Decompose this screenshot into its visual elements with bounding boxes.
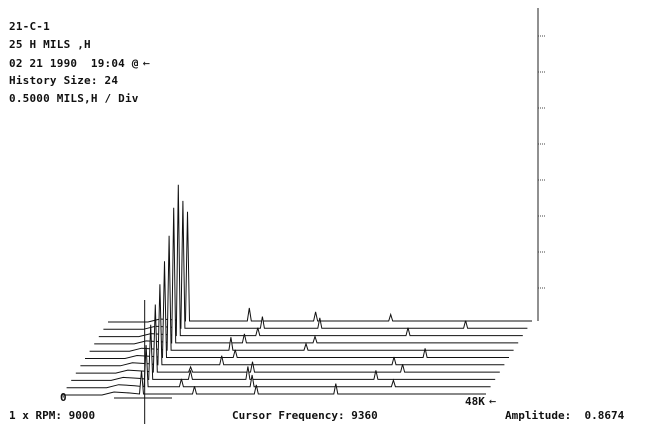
timestamp-marker-arrow-icon: ← [142,56,151,70]
spectrum-trace [62,370,486,396]
cursor-frequency-readout: Cursor Frequency: 9360 [232,409,378,422]
measurement-point: 25 H MILS ,H [9,38,91,51]
x-tick-end-label: 48K [465,395,485,408]
x-tick-end: 48K ← [465,394,496,408]
spectrum-trace [103,200,528,330]
x-tick-start: 0 [60,391,67,404]
amplitude-readout: Amplitude: 0.8674 [505,409,625,422]
rpm-readout: 1 x RPM: 9000 [9,409,96,422]
spectrum-trace [71,324,496,381]
spectrum-trace [66,345,491,389]
timestamp-row: 02 21 1990 19:04 @ ← [9,56,150,70]
spectrum-trace [94,207,519,345]
history-size: History Size: 24 [9,74,119,87]
timestamp-text: 02 21 1990 19:04 @ [9,57,139,70]
spectrum-trace [108,211,532,323]
front-trace-arrow-icon: ← [488,394,497,408]
spectrum-trace [75,304,500,374]
spectrum-trace [80,284,505,367]
scale-per-division: 0.5000 MILS,H / Div [9,92,139,105]
machine-id: 21-C-1 [9,20,50,33]
spectrum-trace [98,184,523,338]
spectrum-trace [85,261,509,359]
